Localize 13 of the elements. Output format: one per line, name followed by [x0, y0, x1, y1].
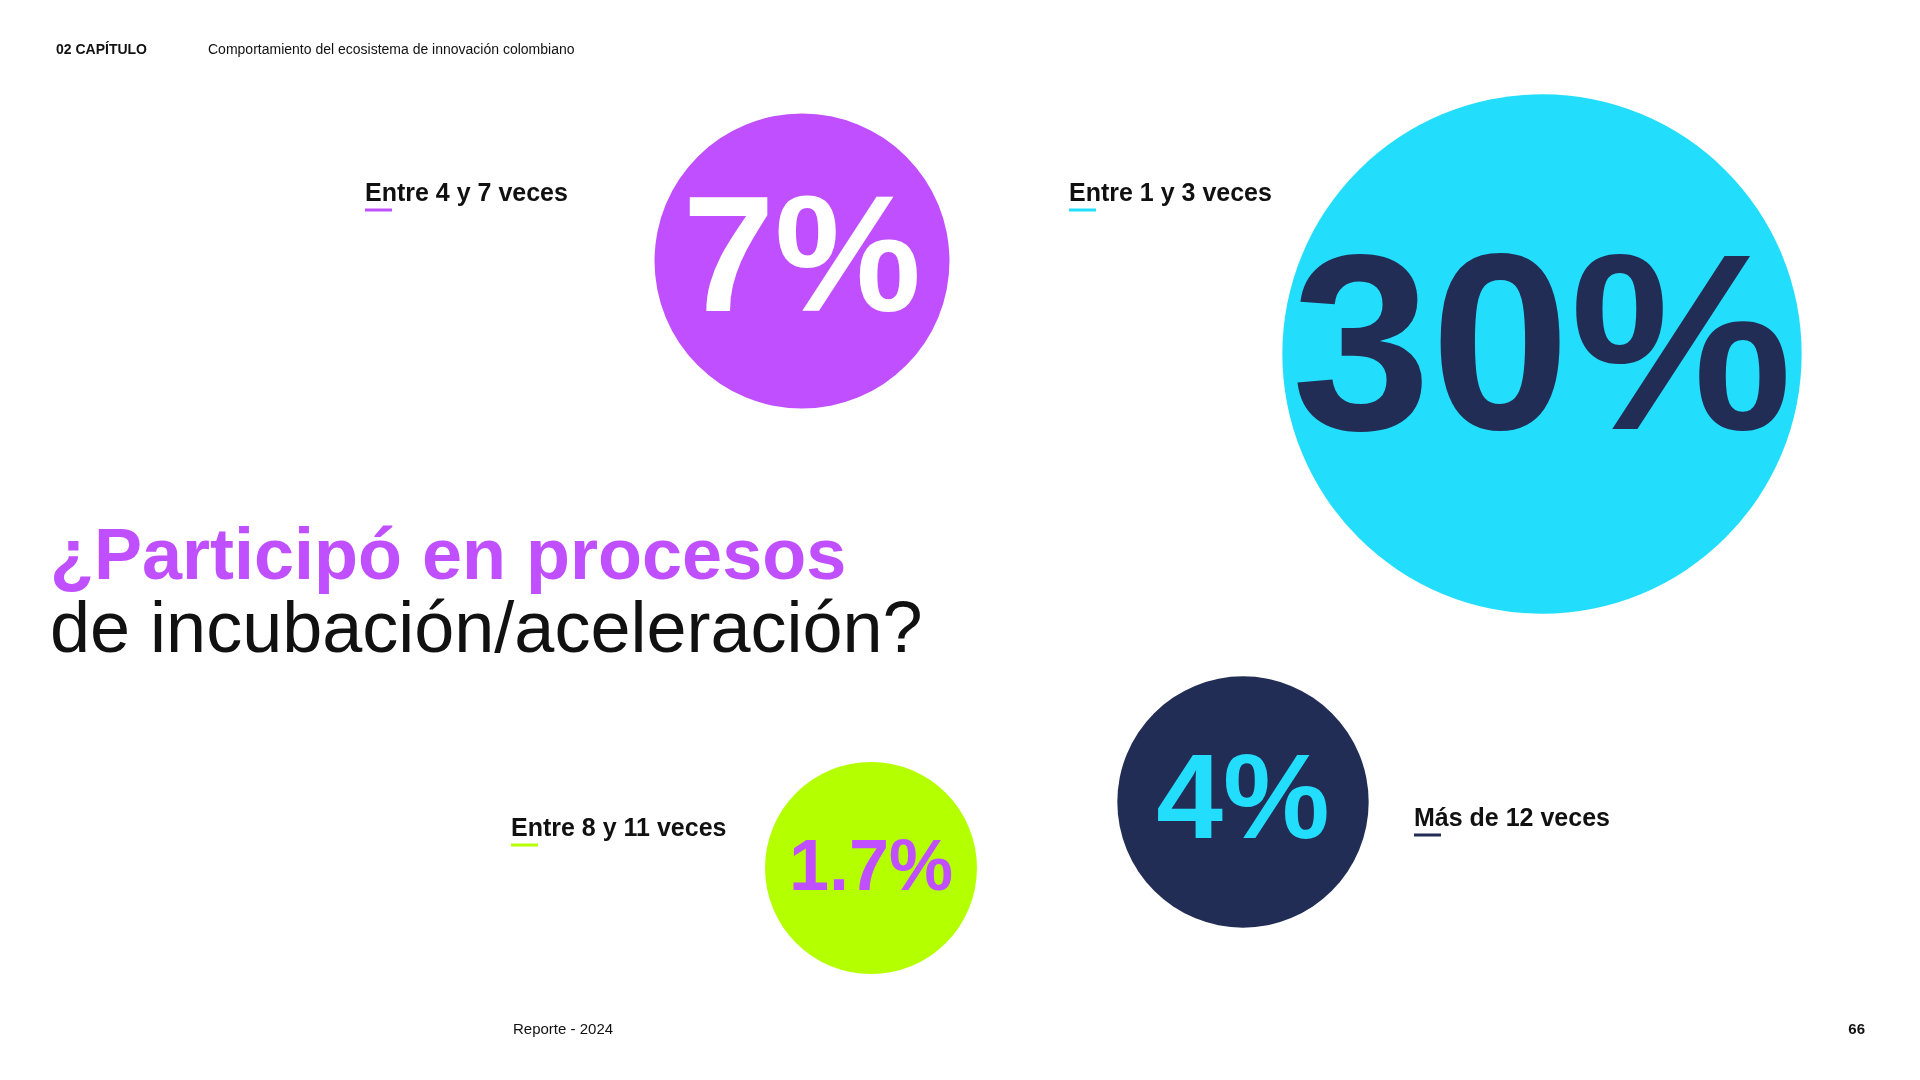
text: Reporte - 2024 [513, 1020, 614, 1037]
text: ¿Participó en procesos de incubación/aceleración? [50, 514, 923, 667]
data-label: 7% [682, 162, 922, 346]
category-label: Entre 4 y 7 veces [365, 178, 568, 206]
text: 66 [1848, 1020, 1865, 1037]
category-label: Entre 1 y 3 veces [1069, 178, 1272, 206]
data-label: 4% [1156, 729, 1330, 863]
text: Comportamiento del ecosistema de innovación colombiano [208, 41, 575, 57]
data-label: 30% [1291, 203, 1793, 482]
category-label: Entre 8 y 11 veces [511, 813, 727, 841]
category-label: Más de 12 veces [1414, 803, 1610, 831]
text: 02 CAPÍTULO [56, 41, 148, 57]
data-label: 1.7% [788, 825, 954, 905]
